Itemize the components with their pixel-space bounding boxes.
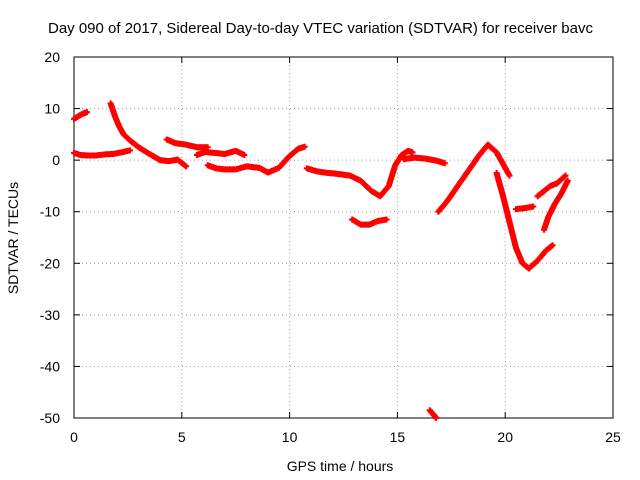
x-tick-label: 0 — [70, 429, 78, 445]
series-seg14 — [512, 203, 537, 213]
series-seg8 — [303, 147, 416, 200]
data-point — [506, 172, 513, 179]
series-seg7 — [204, 143, 308, 176]
y-tick-label: -10 — [40, 204, 60, 220]
series-seg15 — [534, 172, 569, 200]
data-point — [183, 163, 190, 170]
y-tick-label: 0 — [52, 152, 60, 168]
plot-frame — [73, 56, 614, 419]
x-tick-label: 15 — [390, 429, 406, 445]
series-seg4 — [157, 156, 190, 170]
chart-title: Day 090 of 2017, Sidereal Day-to-day VTE… — [48, 20, 593, 37]
data-point — [564, 177, 571, 184]
y-tick-label: -40 — [40, 358, 60, 374]
data-point — [241, 151, 248, 158]
data-point — [562, 172, 569, 179]
x-tick-label: 20 — [497, 429, 513, 445]
data-point — [301, 143, 308, 150]
series-seg1 — [71, 109, 90, 122]
series-seg16 — [541, 177, 571, 233]
x-axis-label: GPS time / hours — [287, 458, 394, 474]
data-point — [441, 160, 448, 167]
x-axis-ticks: 0 5 10 15 20 25 — [70, 57, 621, 445]
data-point — [127, 147, 134, 154]
x-tick-label: 25 — [605, 429, 621, 445]
y-axis-label: SDTVAR / TECUs — [5, 182, 21, 294]
data-point — [409, 149, 416, 156]
series-seg6 — [193, 147, 248, 158]
x-tick-label: 5 — [178, 429, 186, 445]
series-seg12 — [435, 141, 513, 215]
data-point — [383, 216, 390, 223]
data-point — [549, 242, 556, 249]
y-tick-label: 20 — [44, 49, 60, 65]
series-seg2 — [71, 147, 134, 159]
y-tick-label: 10 — [44, 101, 60, 117]
chart-grid — [74, 57, 613, 418]
data-point — [433, 415, 440, 421]
series-seg11 — [426, 407, 440, 421]
y-tick-label: -50 — [40, 410, 60, 426]
series-seg10 — [400, 154, 448, 167]
series-seg13 — [493, 170, 556, 272]
series-seg5 — [163, 136, 211, 151]
y-axis-ticks: 20 10 0 -10 -20 -30 -40 -50 — [40, 49, 613, 426]
y-tick-label: -30 — [40, 307, 60, 323]
data-points — [71, 100, 571, 421]
x-tick-label: 10 — [282, 429, 298, 445]
y-tick-label: -20 — [40, 255, 60, 271]
data-point — [530, 203, 537, 210]
data-point — [83, 109, 90, 116]
series-seg9 — [349, 216, 390, 228]
